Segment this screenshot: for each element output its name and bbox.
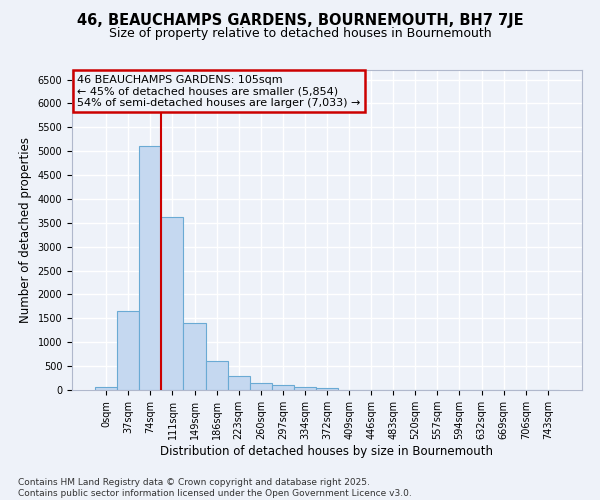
Bar [294,386,316,390]
Text: 46, BEAUCHAMPS GARDENS, BOURNEMOUTH, BH7 7JE: 46, BEAUCHAMPS GARDENS, BOURNEMOUTH, BH7… [77,12,523,28]
Bar [272,384,294,390]
Text: Contains HM Land Registry data © Crown copyright and database right 2025.
Contai: Contains HM Land Registry data © Crown c… [18,478,412,498]
Y-axis label: Number of detached properties: Number of detached properties [19,137,32,323]
Bar [250,383,272,390]
Bar [95,387,117,390]
Bar [206,361,227,390]
X-axis label: Distribution of detached houses by size in Bournemouth: Distribution of detached houses by size … [161,445,493,458]
Bar [184,323,206,390]
Bar [139,146,161,390]
Text: Size of property relative to detached houses in Bournemouth: Size of property relative to detached ho… [109,28,491,40]
Bar [316,388,338,390]
Bar [161,216,184,390]
Text: 46 BEAUCHAMPS GARDENS: 105sqm
← 45% of detached houses are smaller (5,854)
54% o: 46 BEAUCHAMPS GARDENS: 105sqm ← 45% of d… [77,75,361,108]
Bar [117,311,139,390]
Bar [227,376,250,390]
